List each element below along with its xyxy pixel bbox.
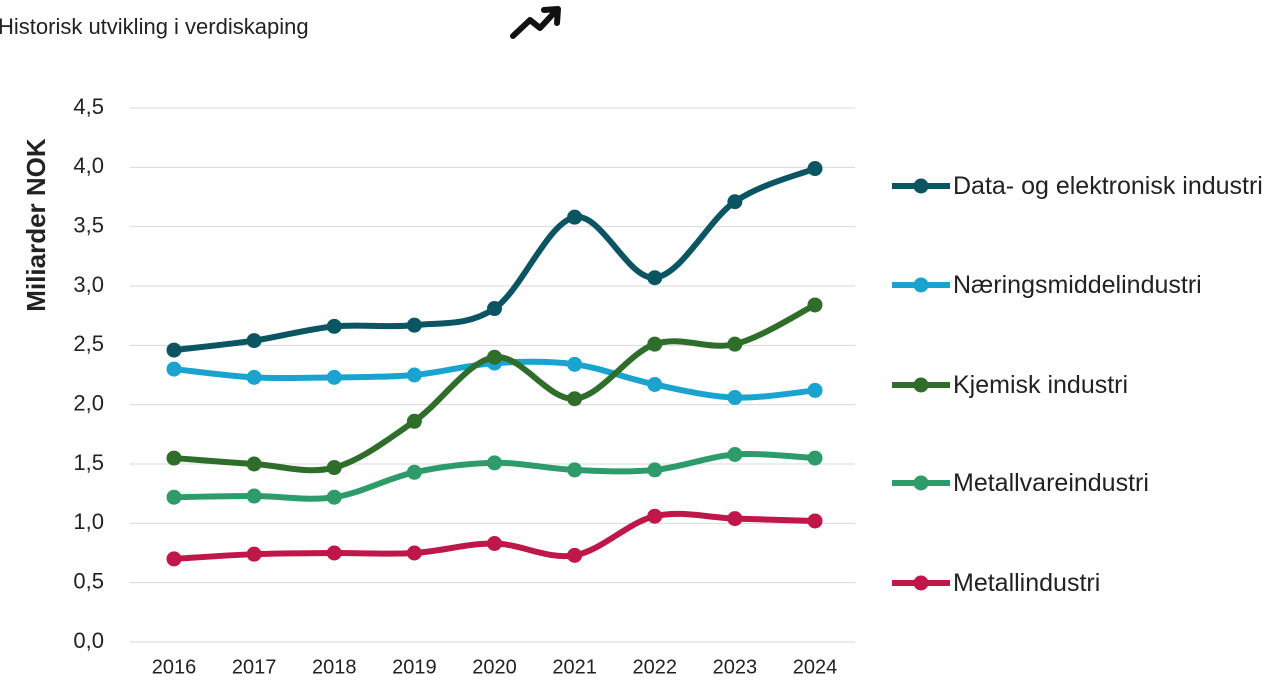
data-point: [166, 361, 182, 377]
legend-label: Data- og elektronisk industri: [953, 172, 1263, 200]
y-tick-label: 2,0: [73, 390, 104, 415]
data-point: [487, 349, 502, 365]
data-point: [567, 356, 583, 372]
trend-icon: [510, 6, 561, 39]
series-line: [171, 165, 818, 354]
data-point: [727, 390, 743, 406]
y-tick-label: 3,5: [73, 212, 104, 237]
data-point: [567, 209, 583, 225]
x-tick-label: 2020: [472, 656, 517, 678]
data-point: [406, 367, 422, 383]
legend-label: Metallvareindustri: [953, 469, 1149, 497]
x-tick-label: 2017: [232, 656, 277, 678]
data-point: [326, 318, 342, 334]
x-tick-label: 2023: [713, 656, 758, 678]
data-point: [567, 462, 583, 478]
chart-title: Historisk utvikling i verdiskaping: [0, 14, 309, 39]
legend-marker: [913, 277, 929, 293]
y-tick-label: 0,0: [73, 628, 104, 653]
data-point: [166, 551, 182, 567]
data-point: [567, 391, 583, 407]
data-point: [487, 301, 502, 317]
x-tick-label: 2019: [392, 656, 437, 678]
data-point: [807, 297, 823, 313]
data-point: [807, 161, 823, 177]
y-axis-label: Miliarder NOK: [21, 138, 51, 312]
data-point: [727, 194, 743, 210]
y-tick-label: 3,0: [73, 272, 104, 297]
y-tick-label: 1,0: [73, 509, 104, 534]
x-tick-label: 2018: [312, 656, 357, 678]
y-tick-label: 1,5: [73, 450, 104, 475]
data-point: [727, 447, 743, 463]
x-tick-label: 2022: [633, 656, 678, 678]
data-point: [326, 545, 342, 561]
data-point: [807, 382, 823, 398]
data-point: [406, 464, 422, 480]
x-tick-label: 2024: [793, 656, 838, 678]
data-point: [166, 489, 182, 505]
data-point: [727, 511, 743, 527]
data-point: [406, 317, 422, 333]
y-tick-label: 4,0: [73, 153, 104, 178]
data-point: [727, 336, 743, 352]
y-tick-label: 4,5: [73, 94, 104, 119]
data-point: [647, 336, 663, 352]
legend-marker: [913, 377, 929, 393]
data-point: [246, 488, 262, 504]
x-tick-label: 2021: [552, 656, 597, 678]
y-tick-label: 0,5: [73, 568, 104, 593]
data-point: [807, 450, 823, 466]
data-point: [246, 456, 262, 472]
data-point: [406, 545, 422, 561]
legend-label: Metallindustri: [953, 569, 1101, 597]
data-point: [647, 376, 663, 392]
data-point: [246, 333, 262, 349]
legend-marker: [913, 178, 929, 194]
data-point: [807, 513, 823, 529]
legend-label: Næringsmiddelindustri: [953, 271, 1202, 299]
data-point: [246, 369, 262, 385]
data-point: [647, 462, 663, 478]
legend-marker: [913, 475, 929, 491]
series-line: [171, 301, 818, 474]
data-point: [246, 546, 262, 562]
legend-marker: [913, 575, 929, 591]
data-point: [326, 369, 342, 385]
legend-label: Kjemisk industri: [953, 371, 1129, 399]
data-point: [487, 455, 502, 471]
data-point: [166, 342, 182, 358]
data-point: [487, 536, 502, 552]
x-tick-label: 2016: [152, 656, 197, 678]
data-point: [647, 508, 663, 524]
data-point: [647, 270, 663, 286]
data-point: [326, 460, 342, 476]
data-point: [166, 450, 182, 466]
data-point: [406, 413, 422, 429]
data-point: [326, 489, 342, 505]
y-tick-label: 2,5: [73, 331, 104, 356]
data-point: [567, 547, 583, 563]
